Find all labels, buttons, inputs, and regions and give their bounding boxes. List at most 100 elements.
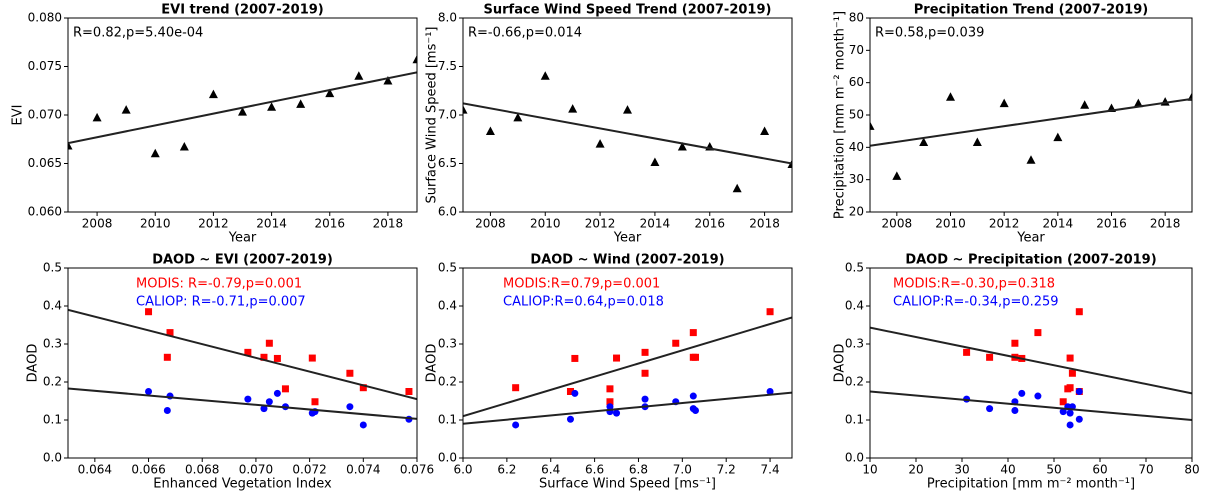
marker [412,54,417,64]
marker [325,88,335,98]
y-tick-label: 30 [849,172,864,186]
marker [1133,98,1143,108]
x-tick-label: 6.8 [629,463,648,477]
marker [1026,155,1036,164]
marker [1034,392,1042,400]
x-tick-label: 10 [862,463,877,477]
marker [485,126,495,135]
marker [121,105,131,114]
trend-line [463,316,792,418]
marker [238,107,247,116]
x-tick-label: 2008 [475,217,506,231]
x-axis-label: Precipitation [mm m⁻² month⁻¹] [927,477,1135,492]
x-tick-label: 2010 [530,217,561,231]
annotation: R=0.58,p=0.039 [875,26,984,41]
x-tick-label: 2010 [935,217,966,231]
marker [281,385,289,393]
x-tick-label: 20 [908,463,923,477]
y-tick-label: 7.5 [438,59,457,73]
marker [260,353,268,361]
marker [513,112,523,122]
marker [359,421,367,429]
axes-frame [869,17,1193,213]
marker [641,369,649,377]
marker [1075,388,1083,395]
marker [650,157,660,167]
plot-area [68,54,417,158]
x-tick-label: 2012 [989,217,1020,231]
marker [919,137,929,146]
marker [1075,415,1083,423]
trend-line [870,390,1192,421]
marker [163,353,171,361]
y-tick-label: 0.070 [28,108,62,122]
x-tick-label: 80 [1184,463,1199,477]
y-tick-label: 20 [849,205,864,219]
marker [179,142,189,151]
x-axis-label: Year [228,231,257,246]
marker [760,126,770,135]
legend-label: CALIOP:R=0.64,p=0.018 [503,295,664,310]
marker [463,105,468,114]
x-tick-label: 2012 [198,217,229,231]
y-tick-label: 0.3 [43,337,62,351]
marker [265,339,273,347]
marker [1066,421,1074,429]
annotation: R=-0.66,p=0.014 [468,26,582,41]
marker [568,104,578,113]
y-tick-label: 6.5 [438,156,457,170]
chart-title: DAOD ~ EVI (2007-2019) [152,253,333,268]
marker [613,409,621,417]
y-axis-label: DAOD [26,344,41,383]
x-tick-label: 2014 [256,217,287,231]
marker [296,99,306,108]
marker [689,405,697,413]
marker [150,148,160,158]
y-tick-label: 0.065 [28,156,62,170]
plot-area [68,308,417,429]
marker [689,353,697,361]
annotation: R=0.82,p=5.40e-04 [73,26,203,41]
marker [273,389,281,397]
y-axis-label: Precipitation [mm m⁻² month⁻¹] [833,11,848,219]
trend-line [870,326,1192,395]
marker [512,384,520,392]
x-tick-label: 0.066 [131,463,165,477]
x-axis-label: Surface Wind Speed [ms⁻¹] [539,477,716,492]
x-tick-label: 2018 [373,217,404,231]
x-tick-label: 0.074 [346,463,380,477]
x-tick-label: 40 [1000,463,1015,477]
chart-title: Surface Wind Speed Trend (2007-2019) [484,3,772,18]
marker [677,142,687,151]
marker [1066,384,1074,392]
marker [311,398,319,406]
marker [359,384,367,392]
x-tick-label: 2016 [1096,217,1127,231]
marker [986,353,994,361]
marker [963,348,971,356]
marker [540,71,550,80]
marker [870,121,875,130]
marker [732,183,742,193]
marker [1018,389,1026,397]
y-tick-label: 0.5 [43,261,62,275]
x-tick-label: 2016 [694,217,725,231]
plot-area [870,92,1192,180]
marker [672,339,680,347]
x-axis-label: Year [1016,231,1045,246]
marker [145,388,153,395]
y-tick-label: 0.2 [43,375,62,389]
y-tick-label: 0.2 [438,375,457,389]
axes-frame [67,267,418,459]
marker [999,98,1009,108]
marker [405,388,413,395]
marker [308,354,316,362]
y-tick-label: 0.4 [43,299,62,313]
marker [1068,369,1076,377]
x-tick-label: 30 [954,463,969,477]
marker [1066,409,1074,417]
x-tick-label: 6.0 [453,463,472,477]
chart-title: DAOD ~ Wind (2007-2019) [530,253,724,268]
marker [1011,407,1019,414]
